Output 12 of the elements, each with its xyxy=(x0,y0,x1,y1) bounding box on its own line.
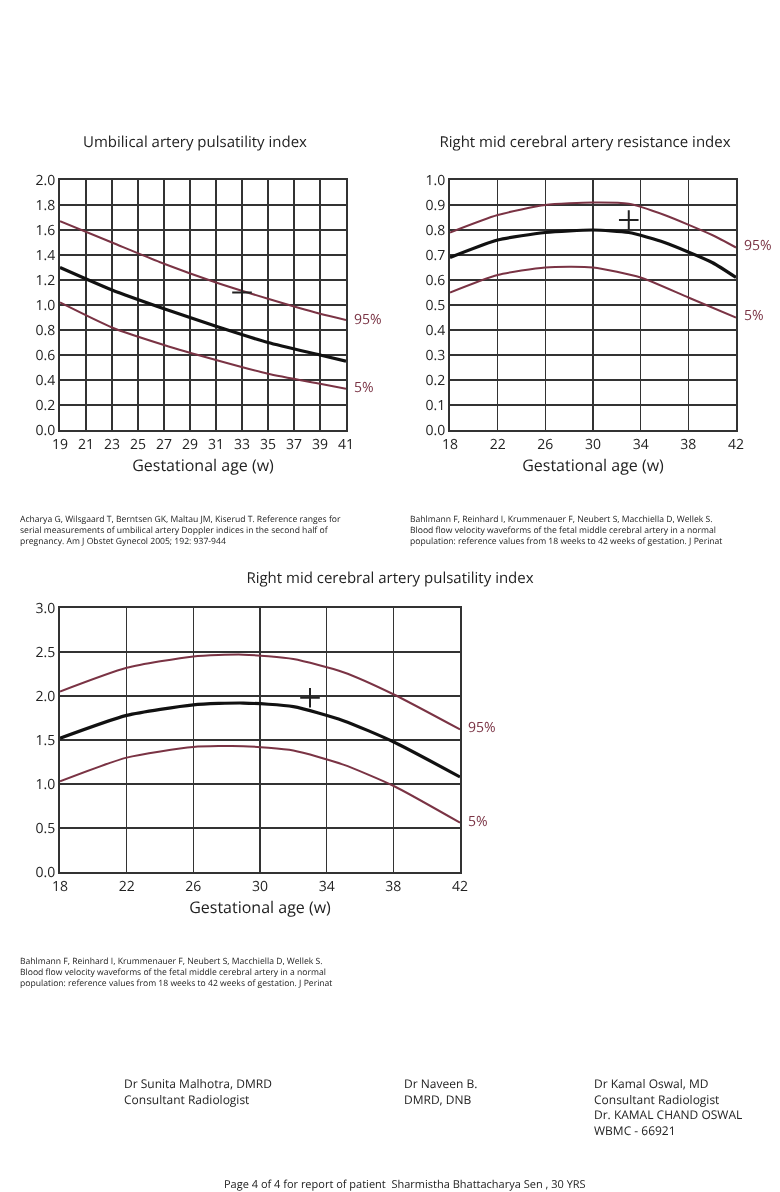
line-series xyxy=(450,228,736,280)
line-series xyxy=(60,653,460,731)
line-series xyxy=(60,265,346,363)
line-series xyxy=(60,220,346,321)
x-axis-title: Gestational age (w) xyxy=(132,454,276,477)
line-series xyxy=(60,701,460,779)
line-series xyxy=(60,745,460,824)
line-series xyxy=(450,265,736,319)
x-axis-title: Gestational age (w) xyxy=(522,454,666,477)
x-axis-title: Gestational age (w) xyxy=(189,896,333,919)
line-series xyxy=(450,201,736,249)
line-series xyxy=(60,301,346,390)
